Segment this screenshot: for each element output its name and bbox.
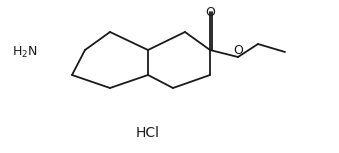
Text: $\mathregular{H_2N}$: $\mathregular{H_2N}$ xyxy=(12,45,38,60)
Text: O: O xyxy=(205,6,215,19)
Text: HCl: HCl xyxy=(136,126,160,140)
Text: O: O xyxy=(233,43,243,56)
